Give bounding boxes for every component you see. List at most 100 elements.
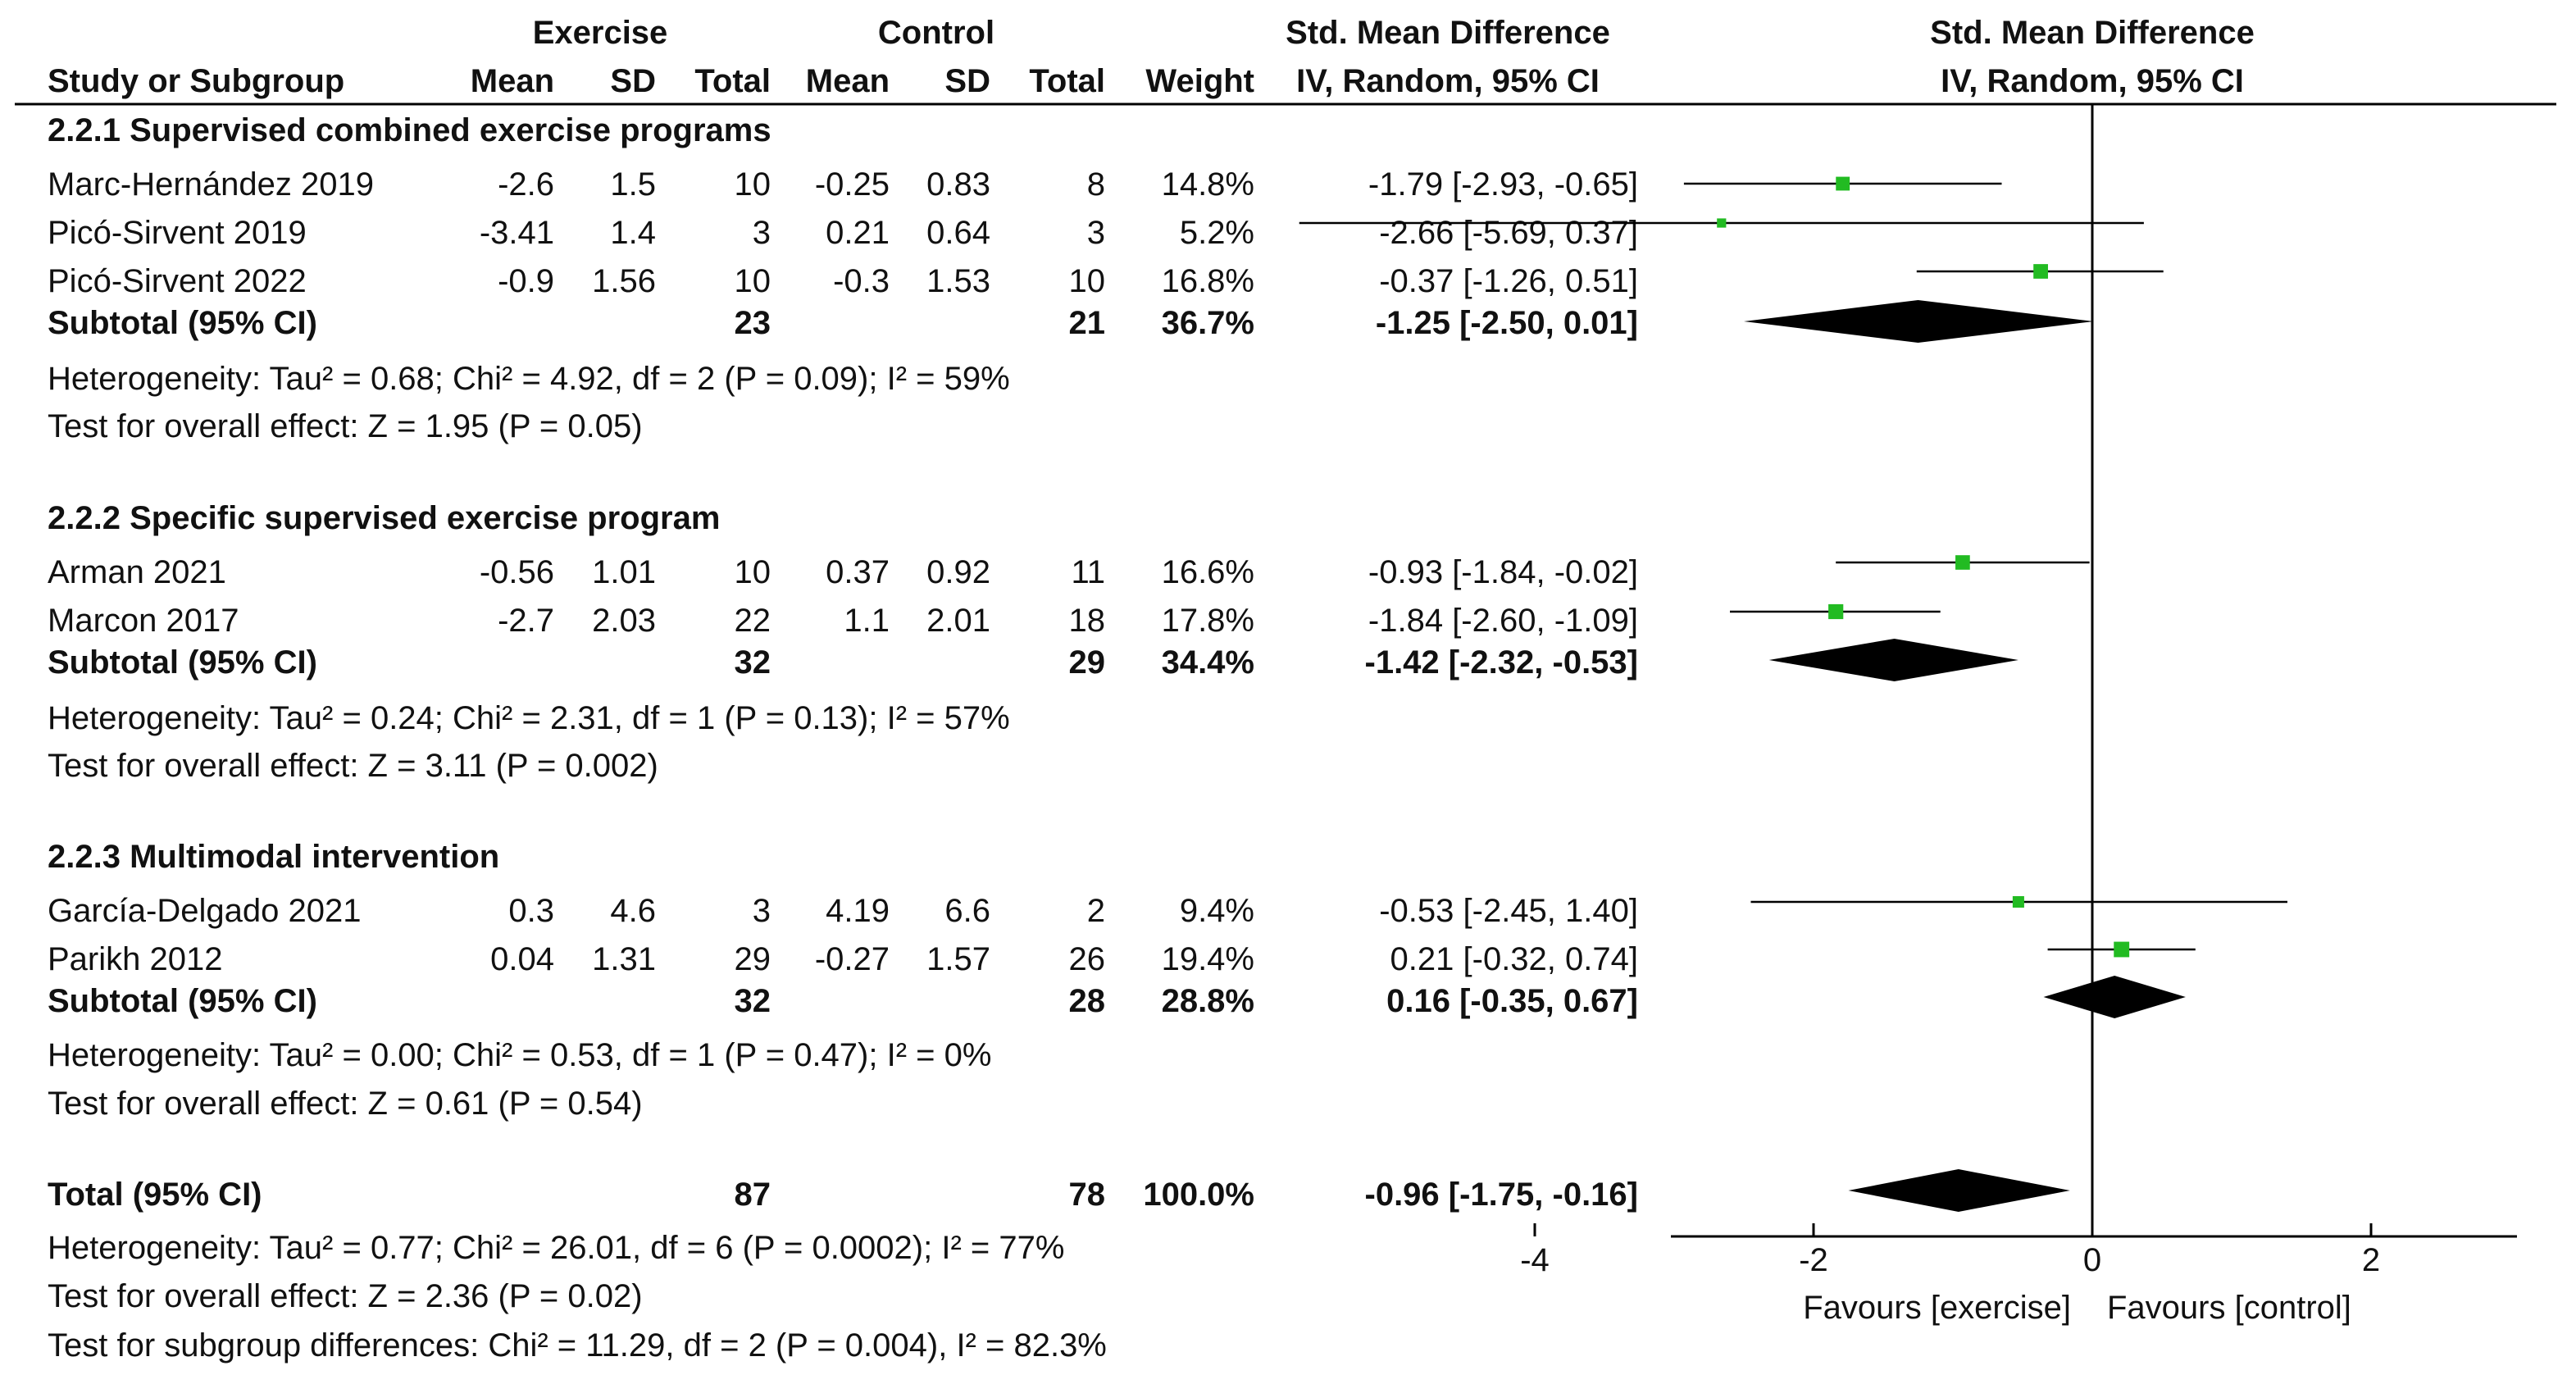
- control-mean: -0.25: [815, 166, 890, 203]
- control-mean: -0.27: [815, 941, 890, 977]
- study-name: Arman 2021: [48, 554, 226, 590]
- subtotal-label: Subtotal (95% CI): [48, 644, 317, 681]
- control-total: 26: [1069, 941, 1106, 977]
- control-mean: 4.19: [826, 893, 890, 929]
- header-ex-sd: SD: [610, 63, 656, 99]
- header-smd-method: IV, Random, 95% CI: [1296, 63, 1600, 99]
- overall-effect-text: Test for overall effect: Z = 3.11 (P = 0…: [48, 748, 658, 784]
- x-tick-label: -2: [1799, 1242, 1828, 1278]
- control-total: 10: [1069, 263, 1106, 299]
- exercise-sd: 1.01: [592, 554, 656, 590]
- subtotal-smd-ci: -1.25 [-2.50, 0.01]: [1376, 305, 1638, 341]
- exercise-mean: -3.41: [480, 215, 554, 251]
- subgroup-title: 2.2.1 Supervised combined exercise progr…: [48, 112, 771, 148]
- exercise-total: 29: [735, 941, 771, 977]
- control-mean: 0.37: [826, 554, 890, 590]
- heterogeneity-text: Heterogeneity: Tau² = 0.00; Chi² = 0.53,…: [48, 1037, 991, 1073]
- exercise-mean: -0.56: [480, 554, 554, 590]
- subtotal-smd-ci: 0.16 [-0.35, 0.67]: [1386, 983, 1638, 1019]
- header-ex-total: Total: [694, 63, 771, 99]
- x-tick-label: -4: [1520, 1242, 1550, 1278]
- subtotal-control-total: 21: [1069, 305, 1106, 341]
- exercise-sd: 4.6: [610, 893, 656, 929]
- study-name: Picó-Sirvent 2022: [48, 263, 307, 299]
- header-study: Study or Subgroup: [48, 63, 344, 99]
- header-ct-total: Total: [1029, 63, 1105, 99]
- control-sd: 0.92: [926, 554, 990, 590]
- exercise-mean: -2.7: [498, 603, 554, 639]
- header-weight: Weight: [1145, 63, 1254, 99]
- exercise-sd: 2.03: [592, 603, 656, 639]
- control-total: 2: [1087, 893, 1105, 929]
- control-sd: 0.83: [926, 166, 990, 203]
- total-label: Total (95% CI): [48, 1177, 262, 1213]
- control-sd: 2.01: [926, 603, 990, 639]
- study-weight: 17.8%: [1162, 603, 1254, 639]
- study-effect-marker: [1836, 176, 1850, 191]
- control-total: 18: [1069, 603, 1106, 639]
- study-effect-marker: [1717, 218, 1727, 228]
- total-smd-ci: -0.96 [-1.75, -0.16]: [1365, 1177, 1639, 1213]
- exercise-mean: 0.3: [508, 893, 554, 929]
- control-total: 11: [1071, 554, 1105, 590]
- subgroup-title: 2.2.3 Multimodal intervention: [48, 839, 499, 875]
- exercise-total: 10: [735, 554, 771, 590]
- heterogeneity-text: Heterogeneity: Tau² = 0.68; Chi² = 4.92,…: [48, 361, 1010, 397]
- study-effect-marker: [1955, 555, 1970, 570]
- study-name: Picó-Sirvent 2019: [48, 215, 307, 251]
- overall-effect-text: Test for overall effect: Z = 0.61 (P = 0…: [48, 1086, 643, 1122]
- subtotal-exercise-total: 32: [735, 644, 771, 681]
- study-smd-ci: -0.37 [-1.26, 0.51]: [1379, 263, 1638, 299]
- exercise-total: 10: [735, 263, 771, 299]
- exercise-total: 3: [753, 215, 771, 251]
- control-mean: -0.3: [833, 263, 890, 299]
- study-effect-marker: [2012, 895, 2024, 908]
- table-header: Exercise Control Std. Mean Difference St…: [48, 15, 2255, 99]
- study-smd-ci: -0.93 [-1.84, -0.02]: [1368, 554, 1638, 590]
- subtotal-exercise-total: 23: [735, 305, 771, 341]
- total-diamond: [1848, 1169, 2070, 1212]
- subtotal-exercise-total: 32: [735, 983, 771, 1019]
- study-effect-marker: [1828, 603, 1844, 620]
- header-ex-mean: Mean: [471, 63, 554, 99]
- plot-area: -4-2024Favours [exercise]Favours [contro…: [1299, 104, 2517, 1326]
- total-control: 78: [1069, 1177, 1106, 1213]
- x-tick-label: 0: [2083, 1242, 2101, 1278]
- subtotal-label: Subtotal (95% CI): [48, 983, 317, 1019]
- control-sd: 6.6: [944, 893, 990, 929]
- heterogeneity-text: Heterogeneity: Tau² = 0.24; Chi² = 2.31,…: [48, 700, 1010, 736]
- subtotal-diamond: [2043, 976, 2186, 1018]
- study-name: Marcon 2017: [48, 603, 239, 639]
- header-smd-title: Std. Mean Difference: [1286, 15, 1610, 51]
- exercise-sd: 1.4: [610, 215, 656, 251]
- control-mean: 1.1: [844, 603, 890, 639]
- exercise-sd: 1.56: [592, 263, 656, 299]
- total-exercise: 87: [735, 1177, 771, 1213]
- x-tick-label: 2: [2362, 1242, 2380, 1278]
- study-name: Marc-Hernández 2019: [48, 166, 374, 203]
- study-smd-ci: -1.79 [-2.93, -0.65]: [1368, 166, 1638, 203]
- total-weight: 100.0%: [1143, 1177, 1254, 1213]
- header-plot-method: IV, Random, 95% CI: [1941, 63, 2244, 99]
- exercise-sd: 1.31: [592, 941, 656, 977]
- control-sd: 1.57: [926, 941, 990, 977]
- subtotal-control-total: 29: [1069, 644, 1106, 681]
- control-sd: 1.53: [926, 263, 990, 299]
- subtotal-diamond: [1744, 300, 2094, 343]
- subtotal-label: Subtotal (95% CI): [48, 305, 317, 341]
- header-exercise: Exercise: [533, 15, 668, 51]
- subtotal-weight: 36.7%: [1162, 305, 1254, 341]
- control-sd: 0.64: [926, 215, 990, 251]
- subtotal-weight: 28.8%: [1162, 983, 1254, 1019]
- exercise-total: 22: [735, 603, 771, 639]
- study-name: Parikh 2012: [48, 941, 222, 977]
- study-weight: 9.4%: [1180, 893, 1254, 929]
- study-weight: 14.8%: [1162, 166, 1254, 203]
- header-ct-mean: Mean: [806, 63, 890, 99]
- exercise-mean: -0.9: [498, 263, 554, 299]
- exercise-total: 3: [753, 893, 771, 929]
- study-smd-ci: 0.21 [-0.32, 0.74]: [1390, 941, 1638, 977]
- exercise-mean: -2.6: [498, 166, 554, 203]
- subtotal-smd-ci: -1.42 [-2.32, -0.53]: [1365, 644, 1639, 681]
